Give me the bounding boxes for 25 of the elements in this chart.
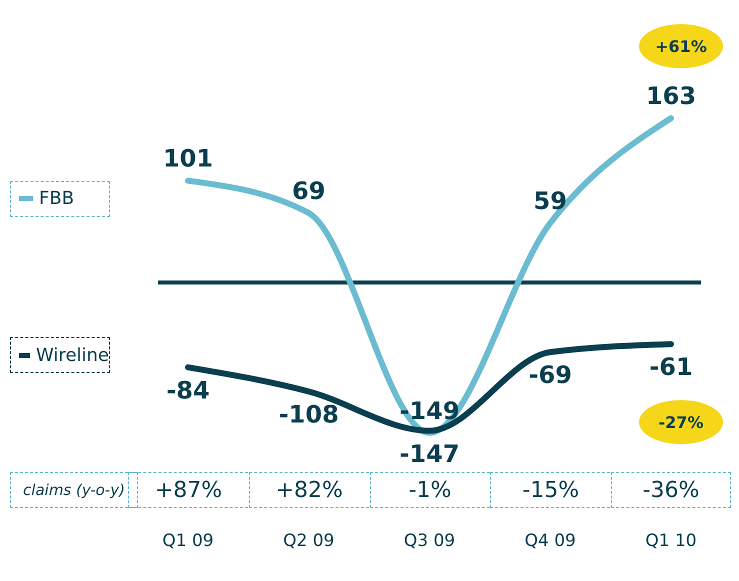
- badge: +61%: [639, 24, 723, 68]
- text: -1%: [370, 472, 490, 508]
- x-tick-label: Q3 09: [404, 531, 456, 551]
- data-label: 69: [292, 176, 326, 205]
- text: +87%: [128, 472, 248, 508]
- text: -36%: [611, 472, 731, 508]
- annotation: -27%: [658, 413, 704, 432]
- x-tick-label: Q2 09: [283, 531, 334, 551]
- legend-label: FBB: [10, 180, 110, 217]
- x-tick-label: Q1 10: [645, 531, 697, 551]
- x-tick-label: Q4 09: [524, 531, 576, 551]
- data-label: -84: [166, 376, 210, 404]
- data-label: -61: [649, 353, 693, 382]
- legend-label: Wireline: [10, 337, 110, 374]
- data-label: -147: [399, 440, 460, 468]
- data-label: -69: [528, 361, 572, 390]
- text: -15%: [490, 472, 610, 508]
- text: +82%: [248, 472, 369, 508]
- text: claims (y-o-y): [10, 472, 138, 508]
- data-label: 163: [646, 82, 696, 110]
- data-label: 101: [162, 144, 214, 173]
- badge: -27%: [639, 400, 723, 444]
- data-label: 59: [534, 187, 567, 216]
- data-label: -108: [278, 400, 339, 429]
- x-tick-label: Q1 09: [162, 531, 214, 551]
